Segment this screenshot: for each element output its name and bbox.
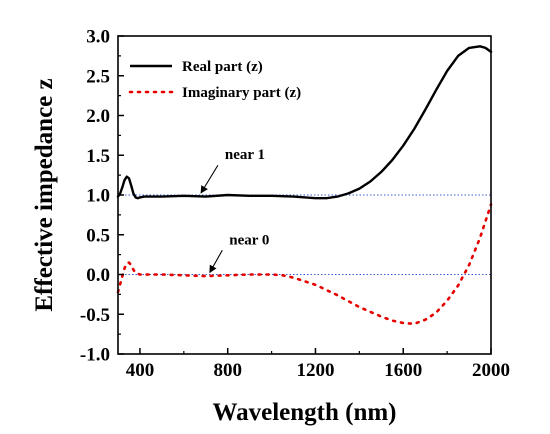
y-tick-label: 2.0 (86, 106, 110, 127)
series-group (116, 45, 493, 326)
y-tick-label: 0.5 (86, 225, 110, 246)
y-tick-label: 3.0 (86, 27, 110, 48)
legend-label-imaginary: Imaginary part (z) (182, 85, 301, 101)
series-line-0 (116, 45, 493, 200)
legend-label-real: Real part (z) (182, 59, 263, 75)
x-tick-label: 800 (213, 360, 242, 381)
x-axis-title: Wavelength (nm) (212, 399, 396, 426)
annotations: near 1 near 0 (200, 147, 269, 274)
x-tick-label: 400 (126, 360, 155, 381)
x-tick-label: 1600 (384, 360, 422, 381)
x-tick-label: 1200 (296, 360, 334, 381)
y-tick-label: -0.5 (80, 305, 110, 326)
series-line-1 (116, 203, 493, 326)
annotation-label: near 0 (229, 232, 269, 248)
x-tick-label: 2000 (472, 360, 510, 381)
annotation-label: near 1 (225, 147, 265, 163)
y-tick-label: 1.5 (86, 146, 110, 167)
reference-lines (118, 194, 491, 275)
y-axis-title: Effective impedance z (31, 78, 58, 311)
y-tick-label: 2.5 (86, 66, 110, 87)
y-tick-label: 0.0 (86, 265, 110, 286)
annotation-arrow (209, 250, 223, 274)
annotation-arrow (200, 164, 219, 194)
legend: Real part (z) Imaginary part (z) (128, 59, 301, 101)
y-tick-label: 1.0 (86, 186, 110, 207)
axis-ticks: 400 800 1200 1600 2000 -1.0 -0.5 0.0 0.5 1.0 1.5 2.… (80, 27, 510, 382)
y-tick-label: -1.0 (80, 345, 110, 366)
